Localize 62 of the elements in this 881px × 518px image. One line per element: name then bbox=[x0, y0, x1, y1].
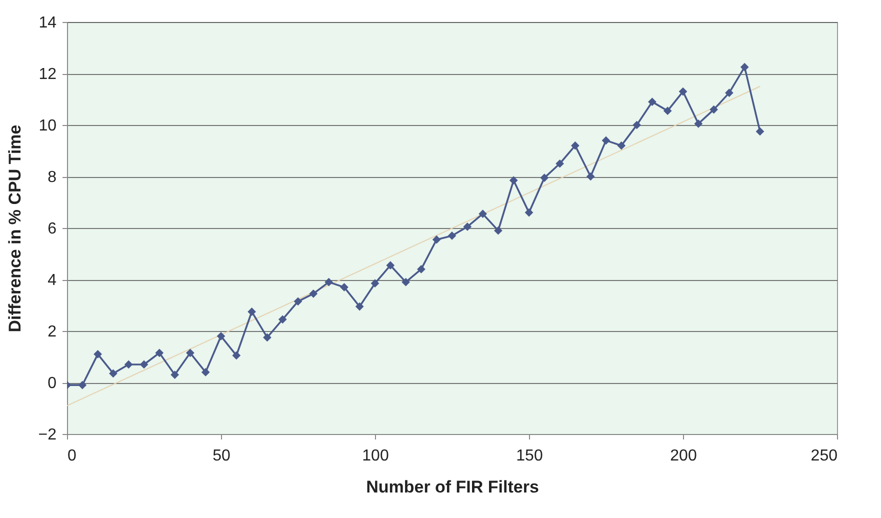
point bbox=[186, 348, 194, 358]
point bbox=[725, 88, 734, 97]
x-tick-label: 150 bbox=[516, 448, 543, 464]
point bbox=[678, 87, 688, 96]
point bbox=[386, 261, 395, 270]
y-tick-label: 8 bbox=[48, 169, 57, 186]
y-tick-label: 14 bbox=[38, 14, 57, 32]
point bbox=[632, 120, 641, 130]
point bbox=[402, 278, 410, 286]
point bbox=[556, 159, 564, 168]
point bbox=[155, 348, 164, 358]
point bbox=[124, 360, 133, 369]
point bbox=[540, 174, 549, 182]
point bbox=[463, 222, 472, 231]
y-tick-label: −2 bbox=[38, 426, 57, 444]
point bbox=[278, 315, 287, 324]
point bbox=[201, 368, 210, 376]
y-tick-label: 4 bbox=[48, 272, 57, 289]
x-tick-label: 50 bbox=[212, 448, 230, 464]
point bbox=[324, 278, 333, 286]
x-tick-label: 250 bbox=[810, 448, 838, 464]
point bbox=[571, 141, 580, 150]
point bbox=[602, 136, 610, 145]
point bbox=[432, 235, 441, 244]
point bbox=[140, 360, 148, 369]
point bbox=[94, 350, 102, 358]
point bbox=[248, 308, 256, 316]
point bbox=[448, 232, 456, 240]
y-tick-label: 6 bbox=[48, 220, 57, 238]
point bbox=[710, 105, 718, 114]
y-tick-label: 10 bbox=[38, 118, 57, 134]
x-tick-label: 100 bbox=[362, 448, 389, 464]
y-tick-label: 0 bbox=[48, 375, 57, 392]
x-tick-label: 0 bbox=[68, 448, 76, 464]
point bbox=[109, 369, 118, 378]
point bbox=[509, 176, 518, 185]
y-axis-title: Difference in % CPU Time bbox=[5, 124, 24, 332]
point bbox=[78, 380, 87, 390]
point bbox=[170, 370, 179, 379]
point bbox=[232, 351, 241, 360]
point bbox=[340, 283, 348, 292]
point bbox=[216, 332, 226, 340]
point bbox=[740, 62, 749, 72]
point bbox=[648, 98, 656, 106]
point bbox=[294, 297, 302, 306]
point bbox=[663, 106, 672, 116]
point bbox=[586, 172, 595, 181]
x-axis-title: Number of FIR Filters bbox=[366, 478, 539, 496]
point bbox=[263, 333, 272, 342]
point bbox=[309, 289, 318, 298]
point bbox=[355, 302, 364, 311]
point bbox=[478, 210, 487, 218]
point bbox=[617, 141, 626, 150]
y-tick-label: 2 bbox=[48, 324, 57, 340]
point bbox=[694, 120, 703, 128]
point bbox=[524, 208, 534, 217]
point bbox=[756, 127, 764, 136]
point bbox=[494, 226, 502, 235]
y-tick-label: 12 bbox=[38, 66, 57, 83]
x-tick-label: 200 bbox=[670, 448, 697, 464]
point bbox=[370, 279, 380, 288]
point bbox=[417, 265, 426, 274]
